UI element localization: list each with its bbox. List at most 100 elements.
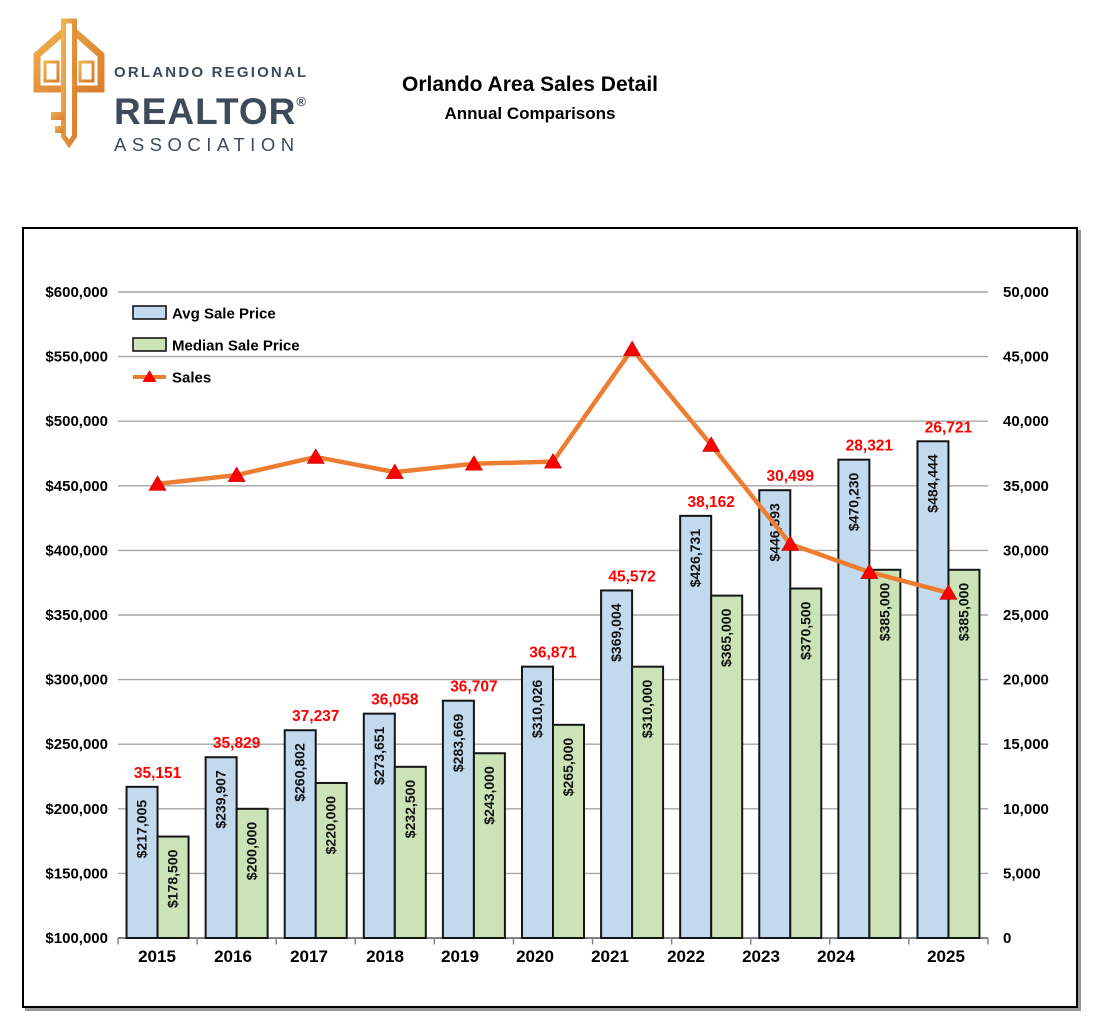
left-axis-tick-label: $200,000 [45, 801, 108, 818]
right-axis-tick-label: 40,000 [1003, 413, 1049, 430]
legend-label-sales: Sales [172, 370, 211, 387]
sales-marker-2022 [702, 436, 721, 452]
bar-avg-2024 [837, 458, 871, 939]
sales-marker-2018 [385, 463, 404, 479]
sales-marker-2020 [543, 453, 563, 469]
bar-median-2023 [789, 587, 823, 939]
legend-label-median-sale-price: Median Sale Price [172, 338, 300, 355]
median-label-2016: $200,000 [244, 822, 260, 881]
logo-key-tooth [51, 112, 64, 120]
year-label-2024: 2024 [817, 947, 855, 966]
median-sale-price-bars [156, 568, 981, 940]
bar-median-2024 [868, 568, 902, 939]
left-axis-tick-label: $550,000 [45, 349, 108, 366]
avg-label-2018: $273,651 [371, 726, 387, 785]
left-axis-tick-label: $150,000 [45, 865, 108, 882]
logo-key-shaft [61, 18, 77, 149]
sales-marker-2015 [148, 475, 167, 491]
x-axis-ticks [117, 938, 989, 945]
right-axis-tick-label: 0 [1003, 930, 1011, 947]
bar-median-2021 [631, 665, 665, 939]
avg-sale-price-bars [125, 440, 950, 940]
sales-label-2018: 36,058 [371, 692, 419, 709]
sales-marker-2023 [781, 535, 800, 551]
bar-avg-2017 [283, 729, 317, 939]
sales-line [157, 346, 950, 595]
avg-label-2025: $484,444 [924, 454, 940, 513]
chart-legend: Avg Sale Price Median Sale Price Sales [132, 305, 300, 387]
sales-marker-2019 [464, 455, 483, 471]
median-label-2021: $310,000 [639, 679, 655, 738]
avg-label-2020: $310,026 [529, 679, 545, 738]
bar-avg-2021 [600, 589, 634, 939]
bar-median-2020 [552, 723, 585, 939]
year-label-2025: 2025 [927, 947, 965, 966]
right-axis-tick-label: 30,000 [1003, 542, 1049, 559]
left-axis-tick-label: $400,000 [45, 542, 108, 559]
sales-markers [148, 340, 958, 600]
right-axis-tick-label: 10,000 [1003, 801, 1049, 818]
sales-label-2023: 30,499 [767, 468, 815, 485]
median-label-2017: $220,000 [323, 796, 339, 855]
right-axis-tick-label: 35,000 [1003, 478, 1049, 495]
sales-label-2017: 37,237 [292, 708, 339, 725]
median-label-2015: $178,500 [165, 849, 181, 908]
key-house-logo-icon [33, 18, 105, 149]
right-axis-labels: 50,000 45,000 40,000 35,000 30,000 25,000 20,0… [1003, 284, 1049, 947]
left-axis-tick-label: $600,000 [45, 284, 108, 301]
year-label-2019: 2019 [441, 947, 479, 966]
bar-avg-2020 [521, 665, 554, 939]
left-axis-tick-label: $350,000 [45, 607, 108, 624]
logo-orlando-regional: ORLANDO REGIONAL [114, 64, 309, 81]
sales-marker-2016 [227, 466, 246, 482]
avg-label-2019: $283,669 [450, 713, 466, 772]
year-label-2018: 2018 [366, 947, 404, 966]
right-axis-tick-label: 15,000 [1003, 736, 1049, 753]
year-label-2021: 2021 [591, 947, 629, 966]
avg-label-2015: $217,005 [134, 800, 150, 859]
bar-avg-2016 [204, 756, 238, 940]
sales-label-2024: 28,321 [846, 438, 894, 455]
logo-realtor: REALTOR® [114, 82, 308, 132]
left-axis-tick-label: $250,000 [45, 736, 108, 753]
avg-label-2024: $470,230 [845, 472, 861, 531]
legend-swatch-median-sale-price [132, 337, 167, 352]
year-label-2015: 2015 [138, 947, 176, 966]
median-label-2018: $232,500 [402, 780, 418, 839]
sales-label-2020: 36,871 [529, 645, 577, 662]
bar-median-2025 [947, 568, 981, 939]
legend-label-avg-sale-price: Avg Sale Price [172, 306, 276, 323]
right-axis-tick-label: 45,000 [1003, 349, 1049, 366]
bar-avg-2023 [758, 489, 792, 939]
logo-windows [43, 60, 95, 83]
sales-label-2021: 45,572 [608, 568, 655, 585]
sales-label-2015: 35,151 [134, 765, 182, 782]
left-axis-tick-label: $450,000 [45, 478, 108, 495]
report-titles: Orlando Area Sales Detail Annual Compari… [320, 73, 740, 124]
median-label-2023: $370,500 [797, 601, 813, 660]
year-label-2023: 2023 [742, 947, 780, 966]
sales-detail-chart: $217,005 $178,500 $239,907 $200,000 $260,802… [45, 284, 1049, 966]
sales-marker-2017 [306, 448, 325, 464]
logo-wordmark: ORLANDO REGIONAL REALTOR® ASSOCIATION [114, 64, 308, 156]
left-axis-tick-label: $300,000 [45, 672, 108, 689]
year-label-2020: 2020 [516, 947, 554, 966]
sales-label-2016: 35,829 [213, 735, 261, 752]
left-axis-tick-label: $500,000 [45, 413, 108, 430]
sales-label-2022: 38,162 [687, 494, 734, 511]
avg-label-2016: $239,907 [213, 770, 229, 829]
chart-frame: $217,005 $178,500 $239,907 $200,000 $260,802… [22, 227, 1078, 1008]
bar-avg-2019 [441, 699, 475, 939]
logo-key-tooth [55, 126, 64, 133]
sales-label-2025: 26,721 [925, 419, 973, 436]
logo-association: ASSOCIATION [114, 134, 300, 155]
year-label-2017: 2017 [290, 947, 328, 966]
page-subtitle: Annual Comparisons [444, 104, 616, 123]
bar-median-2017 [314, 781, 348, 940]
sales-marker-2025 [939, 584, 958, 600]
median-label-2019: $243,000 [481, 766, 497, 825]
avg-label-2017: $260,802 [292, 743, 308, 802]
x-axis-year-labels: 2015 2016 2017 2018 2019 2020 2021 2022 2023 2024… [138, 947, 965, 966]
left-axis-tick-label: $100,000 [45, 930, 108, 947]
bar-median-2018 [393, 765, 427, 939]
